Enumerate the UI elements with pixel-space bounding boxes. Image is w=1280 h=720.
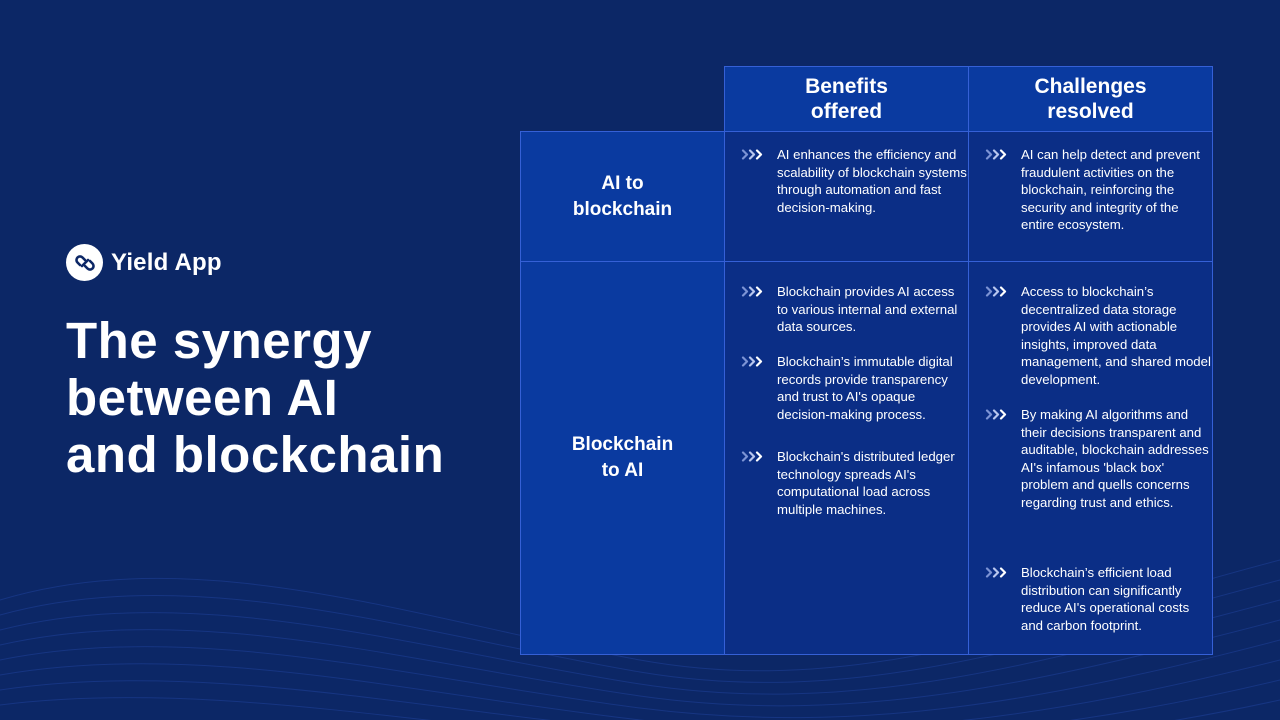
list-item-text: AI enhances the efficiency and scalabili… [777,147,967,215]
list-item: Blockchain’s immutable digital records p… [741,353,967,423]
triple-chevron-icon [741,146,777,216]
column-header-line: offered [810,100,883,123]
row-label-line: Blockchain [571,434,674,455]
triple-chevron-icon [741,448,777,518]
list-item-text: Access to blockchain’s decentralized dat… [1021,284,1211,387]
list-item-text: Blockchain's distributed ledger technolo… [777,449,955,517]
row-label-line: blockchain [572,198,673,220]
list-item-text: Blockchain’s efficient load distribution… [1021,565,1190,633]
row-label-blockchain-to-ai: Blockchain to AI [520,261,725,655]
column-header-line: Benefits [805,75,888,98]
triple-chevron-icon [985,564,1021,634]
list-item: Blockchain's distributed ledger technolo… [741,448,967,518]
table-cell: Access to blockchain’s decentralized dat… [968,261,1213,655]
column-header-line: Challenges [1034,75,1147,98]
list-item-text: Blockchain provides AI access to various… [777,284,958,335]
title-line: between AI [66,369,339,426]
list-item: Blockchain provides AI access to various… [741,283,967,336]
brand-name: Yield App [111,248,222,276]
table-cell: AI can help detect and prevent fraudulen… [968,131,1213,262]
list-item-text: AI can help detect and prevent fraudulen… [1021,147,1200,233]
column-header-challenges: Challenges resolved [968,66,1213,132]
list-item-text: By making AI algorithms and their decisi… [1021,407,1209,510]
triple-chevron-icon [741,283,777,336]
row-label-ai-to-blockchain: AI to blockchain [520,131,725,262]
list-item-text: Blockchain’s immutable digital records p… [777,354,953,422]
brand: Yield App [66,244,222,281]
column-header-benefits: Benefits offered [724,66,969,132]
column-header-line: resolved [1047,100,1134,123]
row-label-line: to AI [601,460,644,481]
triple-chevron-icon [985,283,1021,389]
page-title: The synergy between AI and blockchain [66,312,496,483]
triple-chevron-icon [985,146,1021,234]
list-item: By making AI algorithms and their decisi… [985,406,1211,512]
table-cell: Blockchain provides AI access to various… [724,261,969,655]
list-item: AI enhances the efficiency and scalabili… [741,146,967,216]
list-item: Blockchain’s efficient load distribution… [985,564,1211,634]
title-line: and blockchain [66,426,445,483]
list-item: Access to blockchain’s decentralized dat… [985,283,1211,389]
row-label-line: AI to [601,172,644,194]
link-icon [66,244,103,281]
triple-chevron-icon [985,406,1021,512]
triple-chevron-icon [741,353,777,423]
title-line: The synergy [66,312,372,369]
list-item: AI can help detect and prevent fraudulen… [985,146,1211,234]
table-cell: AI enhances the efficiency and scalabili… [724,131,969,262]
